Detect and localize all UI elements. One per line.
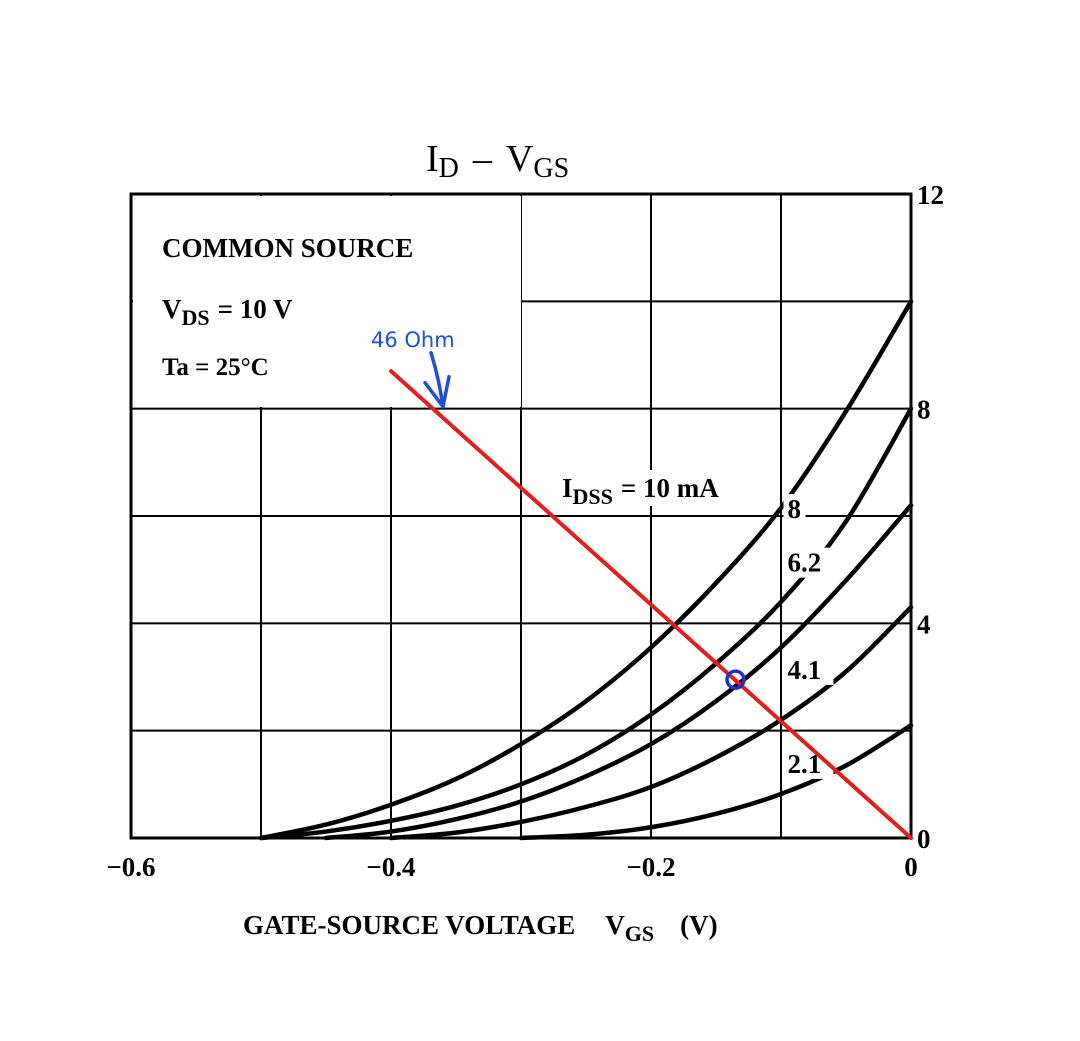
series-curve-10 <box>258 299 914 841</box>
curve-label: 8 <box>788 494 802 524</box>
curve-label-bg <box>783 547 834 578</box>
idss-sub: DSS <box>573 484 613 509</box>
condition-common-source: COMMON SOURCE <box>162 233 413 263</box>
idss-label: IDSS = 10 mA <box>562 473 719 509</box>
x-axis-label-unit: (V) <box>680 910 717 940</box>
idss-var: I <box>562 473 573 503</box>
condition-vds-sub: DS <box>182 305 210 330</box>
curve-label-bg <box>783 494 806 524</box>
x-tick-label: 0 <box>904 852 918 882</box>
title-v-sub: GS <box>533 153 569 184</box>
y-tick-label: 8 <box>917 395 931 425</box>
condition-vds-var: V <box>162 294 182 324</box>
series-curve-2-1 <box>518 723 914 841</box>
x-tick-label: −0.4 <box>366 852 415 882</box>
y-tick-label: 12 <box>917 180 944 210</box>
title-v: V <box>506 138 534 180</box>
title-dash: – <box>472 138 493 180</box>
curve-label-bg <box>783 655 834 685</box>
chart-title: ID – VGS <box>426 138 569 184</box>
x-tick-label: −0.2 <box>626 852 675 882</box>
condition-vds-rest: = 10 V <box>218 294 293 324</box>
operating-point-marker <box>725 669 746 690</box>
load-line <box>389 369 913 840</box>
idss-rest: = 10 mA <box>621 473 719 503</box>
x-axis-label-text: GATE-SOURCE VOLTAGE <box>243 910 575 940</box>
title-i: I <box>426 138 439 180</box>
curve-label: 6.2 <box>788 548 822 578</box>
x-axis-label: GATE-SOURCE VOLTAGE VGS (V) <box>243 910 718 946</box>
curve-label-bg <box>783 748 834 779</box>
annotation-arrow-head <box>423 374 451 409</box>
condition-vds: VDS = 10 V <box>162 294 293 330</box>
conditions-box <box>133 196 521 407</box>
idss-label-bg <box>560 470 760 506</box>
x-axis-label-sub: GS <box>625 921 654 946</box>
condition-ta: Ta = 25°C <box>162 354 269 381</box>
x-tick-label: −0.6 <box>106 852 155 882</box>
series-curve-6-2 <box>323 503 914 841</box>
curve-label: 4.1 <box>788 655 822 685</box>
y-tick-label: 4 <box>917 609 931 639</box>
y-tick-label: 0 <box>917 824 931 854</box>
plot-frame <box>129 192 913 840</box>
annotation-46-ohm: 46 Ohm <box>371 328 455 352</box>
title-i-sub: D <box>439 153 459 184</box>
x-axis-label-var: V <box>605 910 625 940</box>
